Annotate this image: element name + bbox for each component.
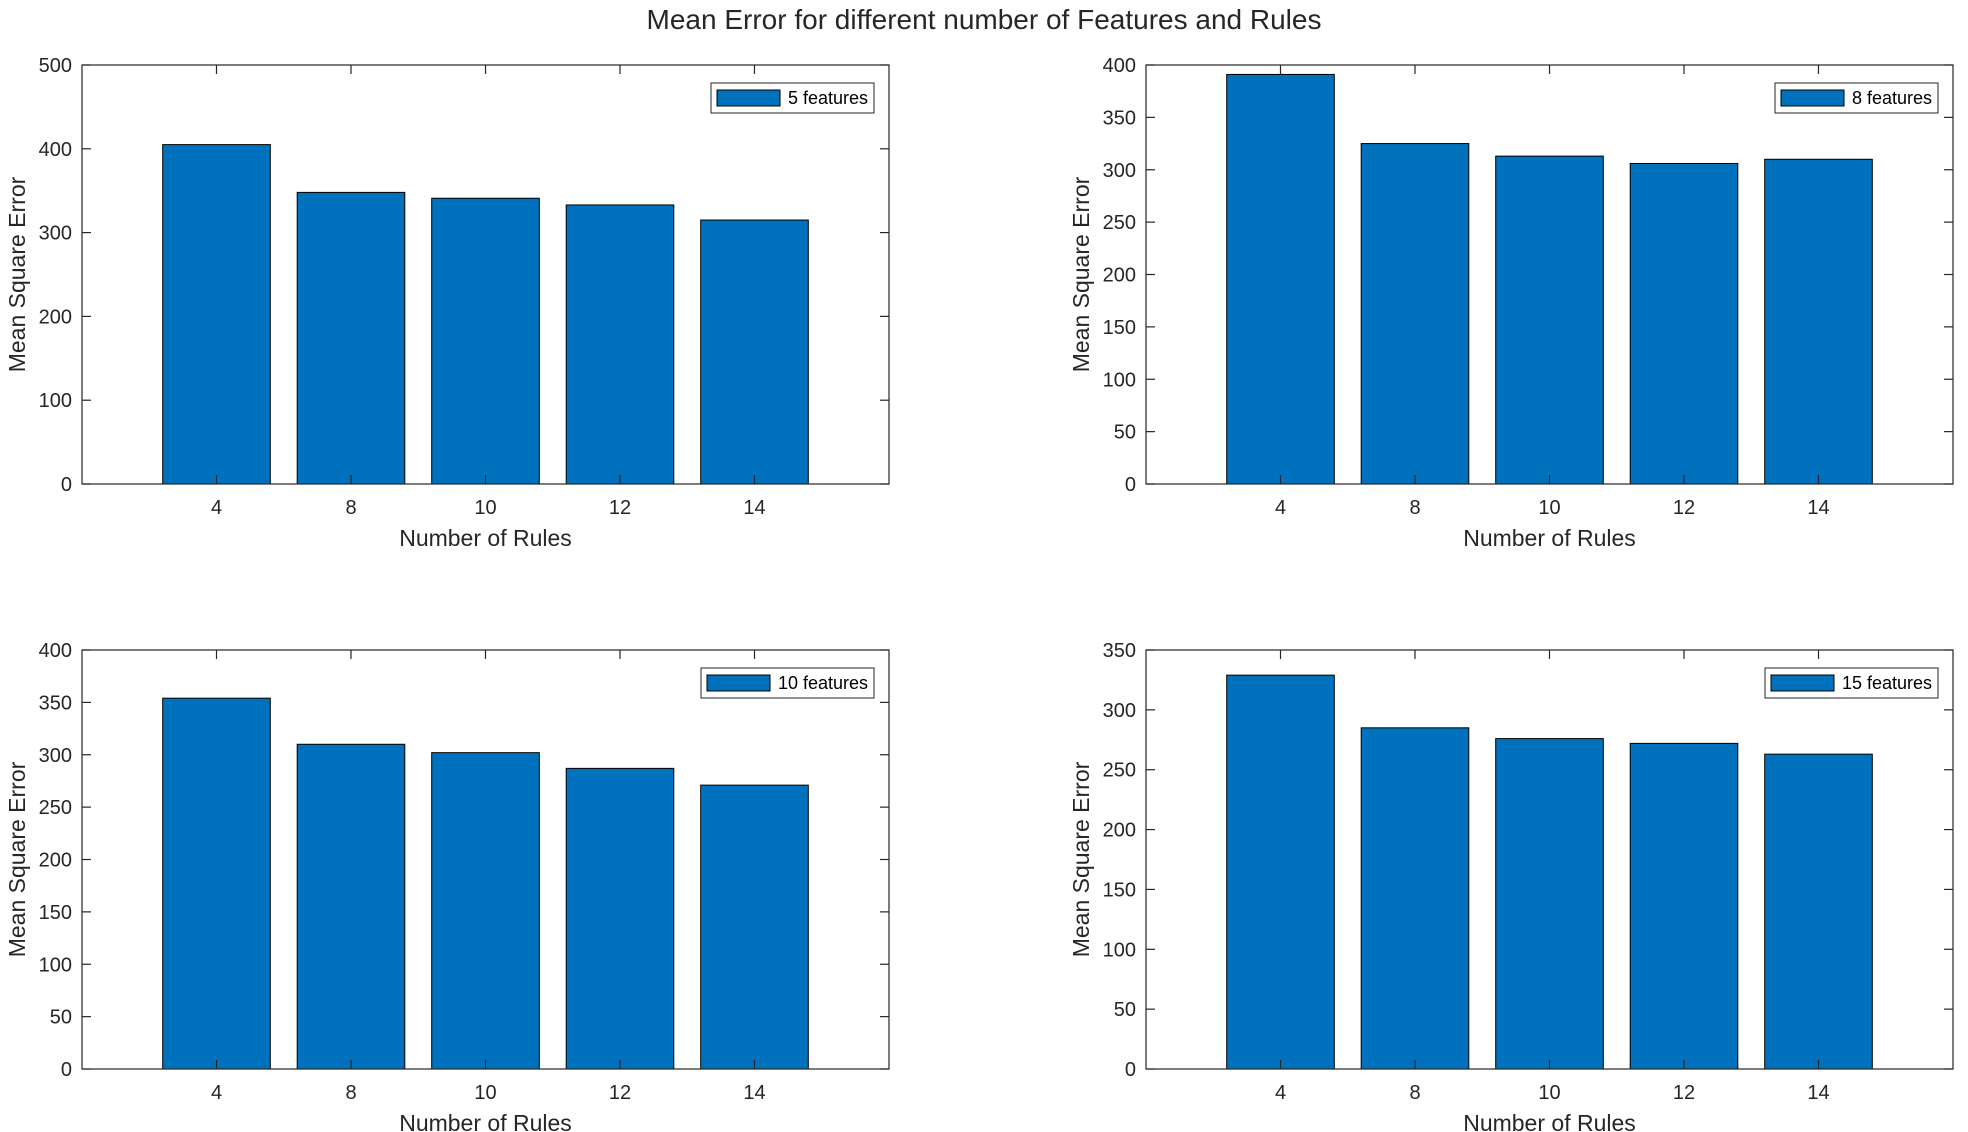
legend: 10 features <box>700 667 875 699</box>
x-axis-label: Number of Rules <box>399 1110 572 1132</box>
figure-title: Mean Error for different number of Featu… <box>646 4 1322 35</box>
x-tick-label: 10 <box>474 497 496 519</box>
y-axis-label: Mean Square Error <box>1068 761 1094 957</box>
y-tick-label: 150 <box>1103 317 1136 339</box>
x-tick-label: 10 <box>1538 497 1560 519</box>
bar <box>162 697 271 1070</box>
chart-panel-3: 0 50 100 150 200 250 300 350 400 4 8 10 12 14 Number o… <box>4 640 890 1132</box>
bar <box>565 767 675 1070</box>
y-tick-label: 200 <box>39 850 72 872</box>
chart-panel-1: 0 100 200 300 400 500 4 8 10 12 14 Number of Rules M… <box>4 55 890 551</box>
bar <box>1629 742 1739 1070</box>
y-tick-label: 300 <box>1103 700 1136 722</box>
y-tick-label: 200 <box>1103 265 1136 287</box>
y-tick-label: 150 <box>1103 879 1136 901</box>
legend-label: 5 features <box>788 88 868 108</box>
bar <box>431 752 540 1070</box>
bar <box>431 197 540 485</box>
bar <box>1764 753 1873 1070</box>
y-tick-label: 400 <box>39 139 72 161</box>
x-axis-label: Number of Rules <box>1463 1110 1636 1132</box>
bar <box>162 144 271 485</box>
y-tick-label: 0 <box>1125 474 1136 496</box>
bar <box>1495 155 1604 485</box>
x-tick-label: 8 <box>1409 497 1420 519</box>
bar <box>1226 73 1335 485</box>
bar <box>700 219 809 485</box>
y-tick-label: 100 <box>1103 369 1136 391</box>
bar <box>565 204 675 485</box>
y-tick-label: 50 <box>1114 999 1136 1021</box>
y-tick-label: 0 <box>61 1059 72 1081</box>
y-tick-label: 150 <box>39 902 72 924</box>
y-axis-label: Mean Square Error <box>1068 176 1094 372</box>
x-tick-label: 12 <box>609 1082 631 1104</box>
x-tick-label: 12 <box>1673 1082 1695 1104</box>
bar <box>1495 738 1604 1070</box>
legend: 5 features <box>710 82 875 114</box>
y-tick-label: 400 <box>39 640 72 662</box>
legend-swatch <box>1780 89 1845 107</box>
legend: 15 features <box>1764 667 1939 699</box>
y-tick-label: 0 <box>61 474 72 496</box>
x-axis-label: Number of Rules <box>1463 525 1636 551</box>
x-tick-label: 12 <box>1673 497 1695 519</box>
bar <box>700 784 809 1070</box>
y-tick-label: 250 <box>1103 760 1136 782</box>
y-tick-label: 250 <box>39 797 72 819</box>
x-tick-label: 14 <box>1807 497 1829 519</box>
y-tick-label: 300 <box>1103 160 1136 182</box>
y-tick-label: 350 <box>1103 640 1136 662</box>
legend-swatch <box>706 674 771 692</box>
x-tick-label: 4 <box>211 1082 222 1104</box>
x-tick-label: 8 <box>345 1082 356 1104</box>
y-tick-label: 350 <box>1103 107 1136 129</box>
y-tick-label: 400 <box>1103 55 1136 77</box>
x-tick-label: 14 <box>743 1082 765 1104</box>
bar <box>1764 158 1873 485</box>
legend-label: 15 features <box>1842 673 1932 693</box>
bar <box>1629 162 1739 485</box>
chart-panel-2: 0 50 100 150 200 250 300 350 400 4 8 10 12 14 Number o… <box>1068 55 1954 551</box>
x-tick-label: 4 <box>1275 1082 1286 1104</box>
y-tick-label: 250 <box>1103 212 1136 234</box>
chart-panel-4: 0 50 100 150 200 250 300 350 4 8 10 12 14 Number of R… <box>1068 640 1954 1132</box>
y-tick-label: 100 <box>39 390 72 412</box>
y-tick-label: 300 <box>39 223 72 245</box>
y-axis-label: Mean Square Error <box>4 761 30 957</box>
legend-swatch <box>1770 674 1835 692</box>
bar <box>1360 727 1470 1070</box>
bar <box>296 743 406 1070</box>
bar <box>296 191 406 485</box>
x-tick-label: 8 <box>345 497 356 519</box>
x-tick-label: 12 <box>609 497 631 519</box>
y-tick-label: 100 <box>39 954 72 976</box>
legend-label: 10 features <box>778 673 868 693</box>
y-tick-label: 0 <box>1125 1059 1136 1081</box>
y-tick-label: 200 <box>1103 820 1136 842</box>
y-tick-label: 350 <box>39 692 72 714</box>
y-tick-label: 50 <box>50 1007 72 1029</box>
bar <box>1226 674 1335 1070</box>
x-tick-label: 8 <box>1409 1082 1420 1104</box>
legend-label: 8 features <box>1852 88 1932 108</box>
y-tick-label: 100 <box>1103 939 1136 961</box>
x-tick-label: 10 <box>474 1082 496 1104</box>
x-axis-label: Number of Rules <box>399 525 572 551</box>
x-tick-label: 10 <box>1538 1082 1560 1104</box>
legend-swatch <box>716 89 781 107</box>
legend: 8 features <box>1774 82 1939 114</box>
x-tick-label: 14 <box>743 497 765 519</box>
y-tick-label: 500 <box>39 55 72 77</box>
y-tick-label: 300 <box>39 745 72 767</box>
x-tick-label: 4 <box>1275 497 1286 519</box>
x-tick-label: 14 <box>1807 1082 1829 1104</box>
y-tick-label: 50 <box>1114 422 1136 444</box>
y-axis-label: Mean Square Error <box>4 176 30 372</box>
x-tick-label: 4 <box>211 497 222 519</box>
bar <box>1360 143 1470 485</box>
y-tick-label: 200 <box>39 306 72 328</box>
